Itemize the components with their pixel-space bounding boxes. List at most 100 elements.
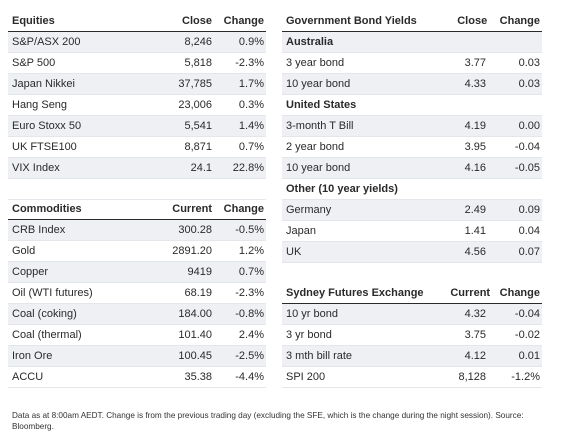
- close-value: 8,871: [184, 141, 212, 153]
- change-value: 0.01: [518, 350, 540, 362]
- change-value: 22.8%: [232, 162, 264, 174]
- row-label: VIX Index: [12, 162, 60, 174]
- change-value: -0.05: [514, 162, 540, 174]
- current-value: 100.45: [178, 350, 212, 362]
- equities-title: Equities: [12, 15, 55, 27]
- current-column-header: Current: [172, 203, 212, 215]
- table-row: 3 year bond 3.77 0.03: [282, 53, 542, 74]
- current-value: 68.19: [184, 287, 212, 299]
- commodities-header: Commodities Current Change: [8, 199, 266, 220]
- row-label: 10 yr bond: [286, 308, 338, 320]
- section-row-australia: Australia: [282, 32, 542, 53]
- table-row: Hang Seng 23,006 0.3%: [8, 95, 266, 116]
- row-label: 3-month T Bill: [286, 120, 354, 132]
- current-value: 101.40: [178, 329, 212, 341]
- table-row: S&P 500 5,818 -2.3%: [8, 53, 266, 74]
- row-label: S&P 500: [12, 57, 56, 69]
- row-label: 10 year bond: [286, 78, 351, 90]
- row-label: Japan Nikkei: [12, 78, 75, 90]
- commodities-title: Commodities: [12, 203, 82, 215]
- change-column-header: Change: [223, 15, 264, 27]
- close-value: 4.33: [464, 78, 486, 90]
- bond-yields-header: Government Bond Yields Close Change: [282, 11, 542, 32]
- table-row: Copper 9419 0.7%: [8, 262, 266, 283]
- change-value: 0.00: [518, 120, 540, 132]
- close-value: 3.95: [464, 141, 486, 153]
- row-label: Gold: [12, 245, 36, 257]
- close-column-header: Close: [457, 15, 488, 27]
- table-row: Oil (WTI futures) 68.19 -2.3%: [8, 283, 266, 304]
- change-value: -4.4%: [235, 371, 264, 383]
- close-column-header: Close: [182, 15, 212, 27]
- close-value: 4.16: [464, 162, 486, 174]
- current-value: 35.38: [184, 371, 212, 383]
- change-column-header: Change: [223, 203, 264, 215]
- table-row: Iron Ore 100.45 -2.5%: [8, 346, 266, 367]
- change-value: -0.04: [514, 308, 540, 320]
- current-value: 184.00: [178, 308, 212, 320]
- blank-row: [8, 179, 266, 200]
- row-label: UK FTSE100: [12, 141, 77, 153]
- close-value: 8,246: [184, 36, 212, 48]
- table-row: 2 year bond 3.95 -0.04: [282, 137, 542, 158]
- change-value: 0.04: [518, 225, 540, 237]
- current-column-header: Current: [450, 287, 491, 299]
- row-label: Iron Ore: [12, 350, 53, 362]
- row-label: Euro Stoxx 50: [12, 120, 82, 132]
- change-value: 0.07: [518, 246, 540, 258]
- change-column-header: Change: [499, 287, 540, 299]
- equities-table: Equities Close Change S&P/ASX 200 8,246 0.…: [8, 11, 266, 200]
- table-row: Japan 1.41 0.04: [282, 221, 542, 242]
- table-row: Coal (thermal) 101.40 2.4%: [8, 325, 266, 346]
- change-value: 0.9%: [238, 36, 264, 48]
- table-row: 10 year bond 4.33 0.03: [282, 74, 542, 95]
- table-row: Gold 2891.20 1.2%: [8, 241, 266, 262]
- row-label: 3 year bond: [286, 57, 345, 69]
- current-value: 8,128: [458, 371, 486, 383]
- change-value: 0.03: [518, 57, 540, 69]
- change-value: -0.04: [514, 141, 540, 153]
- change-value: -1.2%: [511, 371, 540, 383]
- row-label: Hang Seng: [12, 99, 68, 111]
- current-value: 3.75: [464, 329, 486, 341]
- change-value: 0.09: [518, 204, 540, 216]
- row-label: 2 year bond: [286, 141, 345, 153]
- row-label: Oil (WTI futures): [12, 287, 93, 299]
- close-value: 4.19: [464, 120, 486, 132]
- change-value: 1.7%: [238, 78, 264, 90]
- table-row: 10 year bond 4.16 -0.05: [282, 158, 542, 179]
- change-value: -2.3%: [235, 57, 264, 69]
- change-value: 2.4%: [238, 329, 264, 341]
- sydney-futures-header: Sydney Futures Exchange Current Change: [282, 283, 542, 304]
- bond-yields-table: Government Bond Yields Close Change Aust…: [282, 11, 542, 263]
- close-value: 4.56: [464, 246, 486, 258]
- section-row-other: Other (10 year yields): [282, 179, 542, 200]
- row-label: Coal (coking): [12, 308, 77, 320]
- close-value: 1.41: [464, 225, 486, 237]
- close-value: 3.77: [464, 57, 486, 69]
- table-row: 3 mth bill rate 4.12 0.01: [282, 346, 542, 367]
- row-label: 10 year bond: [286, 162, 351, 174]
- close-value: 23,006: [178, 99, 212, 111]
- sydney-futures-title: Sydney Futures Exchange: [286, 287, 424, 299]
- current-value: 300.28: [178, 224, 212, 236]
- close-value: 2.49: [464, 204, 486, 216]
- table-row: UK FTSE100 8,871 0.7%: [8, 137, 266, 158]
- change-value: 0.03: [518, 78, 540, 90]
- close-value: 37,785: [178, 78, 212, 90]
- row-label: SPI 200: [286, 371, 326, 383]
- change-value: -0.5%: [235, 224, 264, 236]
- table-row: Japan Nikkei 37,785 1.7%: [8, 74, 266, 95]
- change-value: 1.2%: [238, 245, 264, 257]
- section-label: United States: [286, 99, 357, 111]
- row-label: Copper: [12, 266, 49, 278]
- row-label: ACCU: [12, 371, 44, 383]
- section-label: Australia: [286, 36, 334, 48]
- change-value: 0.3%: [238, 99, 264, 111]
- table-row: 3 yr bond 3.75 -0.02: [282, 325, 542, 346]
- table-row: SPI 200 8,128 -1.2%: [282, 367, 542, 388]
- table-row: Germany 2.49 0.09: [282, 200, 542, 221]
- footnote: Data as at 8:00am AEDT. Change is from t…: [12, 411, 524, 431]
- equities-header: Equities Close Change: [8, 11, 266, 32]
- change-value: -0.02: [514, 329, 540, 341]
